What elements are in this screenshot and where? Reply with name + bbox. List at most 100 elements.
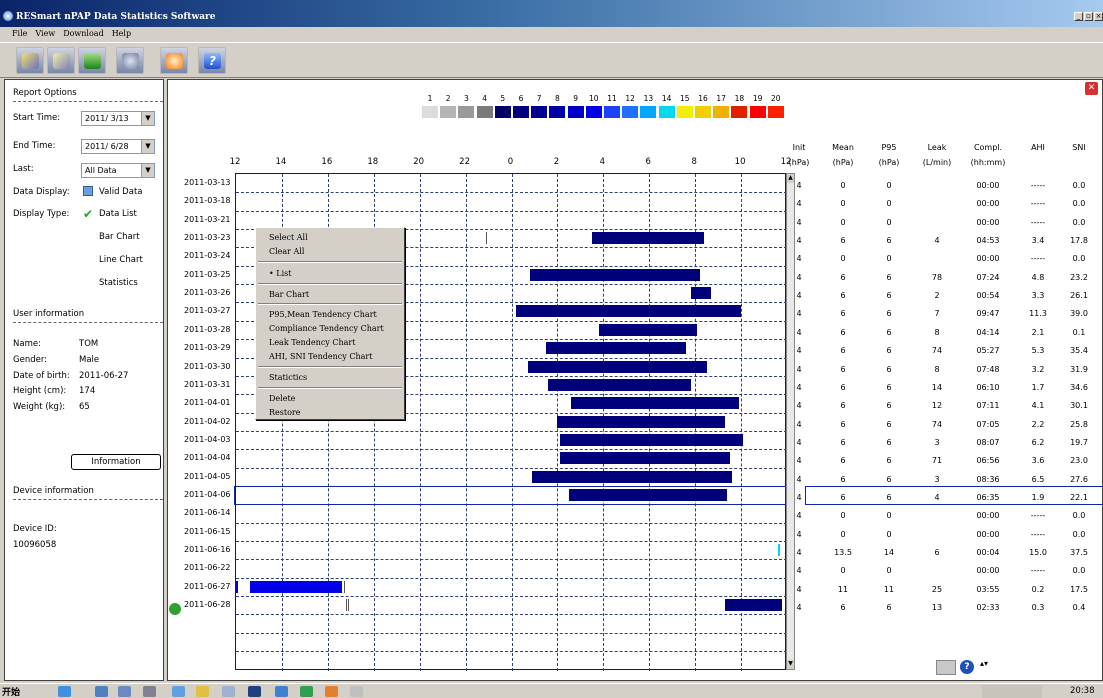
toolbar: ? [0, 42, 1103, 78]
close-window-button[interactable]: × [1094, 12, 1103, 21]
title-bar: RESmart nPAP Data Statistics Software _ … [0, 0, 1103, 27]
taskbar-app-icon[interactable] [58, 686, 71, 697]
menu-file[interactable]: File [12, 29, 28, 38]
table-cell-ahi: ----- [1030, 511, 1046, 521]
context-menu-item[interactable]: Leak Tendency Chart [269, 338, 356, 347]
time-tick-label: 0 [507, 157, 514, 167]
close-icon[interactable]: ✕ [1085, 82, 1098, 95]
valid-data-checkbox[interactable] [83, 186, 93, 196]
help-icon[interactable]: ? [960, 660, 974, 674]
export-button[interactable] [47, 47, 75, 74]
display-type-statistics[interactable]: Statistics [99, 278, 138, 288]
chevron-down-icon[interactable]: ▼ [141, 112, 154, 125]
taskbar-app-icon[interactable] [196, 686, 209, 697]
taskbar-app-icon[interactable] [172, 686, 185, 697]
settings-button[interactable] [116, 47, 144, 74]
spin-icon[interactable]: ▴▾ [980, 659, 989, 668]
taskbar-app-icon[interactable] [118, 686, 131, 697]
context-menu-item[interactable]: AHI, SNI Tendency Chart [269, 352, 373, 361]
grid-line [511, 174, 513, 671]
table-cell-p95: 6 [886, 603, 892, 613]
menu-separator [258, 366, 402, 368]
taskbar-app-icon[interactable] [300, 686, 313, 697]
import-button[interactable] [16, 47, 44, 74]
table-cell-compl: 06:56 [976, 456, 1000, 466]
legend-number: 2 [445, 94, 451, 103]
chart-scrollbar[interactable]: ▲ ▼ [786, 173, 795, 670]
time-tick-label: 18 [367, 157, 379, 167]
taskbar-app-icon[interactable] [95, 686, 108, 697]
table-cell-leak: 2 [934, 291, 940, 301]
table-cell-p95: 6 [886, 492, 892, 502]
menu-help[interactable]: Help [111, 29, 132, 38]
context-menu-item[interactable]: Delete [269, 394, 296, 403]
column-header-unit: (L/min) [922, 158, 952, 167]
table-cell-init: 4 [796, 492, 802, 502]
table-cell-p95: 6 [886, 474, 892, 484]
usage-bar [527, 360, 707, 373]
end-time-picker[interactable]: 2011/ 6/28 ▼ [81, 139, 155, 154]
taskbar-app-icon[interactable] [275, 686, 288, 697]
legend-swatch [731, 106, 748, 118]
legend-number: 13 [643, 94, 654, 103]
context-menu-item[interactable]: Clear All [269, 247, 305, 256]
context-menu-item[interactable]: Compliance Tendency Chart [269, 324, 384, 333]
table-cell-ahi: 0.3 [1031, 603, 1045, 613]
taskbar-app-icon[interactable] [350, 686, 363, 697]
usage-bar [557, 415, 725, 428]
table-cell-sni: 17.5 [1070, 584, 1088, 594]
table-cell-ahi: ----- [1030, 181, 1046, 190]
taskbar-app-icon[interactable] [325, 686, 338, 697]
table-cell-mean: 6 [840, 492, 846, 502]
context-menu-item[interactable]: Restore [269, 408, 301, 417]
gender-label: Gender: [13, 355, 48, 365]
time-tick-label: 20 [413, 157, 425, 167]
context-menu-item[interactable]: Select All [269, 233, 308, 242]
table-cell-init: 4 [796, 181, 802, 190]
start-time-picker[interactable]: 2011/ 3/13 ▼ [81, 111, 155, 126]
usage-chart[interactable] [235, 173, 787, 671]
legend-number: 15 [680, 94, 690, 103]
column-header-title: Init [792, 143, 806, 152]
table-cell-ahi: 2.2 [1031, 419, 1045, 429]
scroll-up-icon[interactable]: ▲ [787, 174, 794, 183]
context-menu-item[interactable]: Bar Chart [269, 290, 310, 299]
refresh-button[interactable] [160, 47, 188, 74]
display-type-line-chart[interactable]: Line Chart [99, 255, 143, 265]
print-icon[interactable] [936, 660, 956, 675]
row-date: 2011-03-25 [184, 269, 231, 279]
chevron-down-icon[interactable]: ▼ [141, 164, 154, 177]
grid-line [281, 174, 283, 671]
legend-swatch [604, 106, 620, 118]
download-button[interactable] [78, 47, 106, 74]
last-select[interactable]: All Data ▼ [81, 163, 155, 178]
menu-view[interactable]: View [35, 29, 56, 38]
legend-swatch [640, 106, 657, 118]
maximize-button[interactable]: ▫ [1084, 12, 1093, 21]
menu-download[interactable]: Download [63, 29, 104, 38]
display-type-data-list[interactable]: Data List [99, 209, 137, 219]
table-cell-leak: 78 [931, 272, 943, 282]
table-cell-p95: 0 [886, 566, 892, 576]
start-button[interactable]: 开始 [2, 685, 46, 698]
column-header-unit: (hh:mm) [970, 158, 1006, 167]
table-cell-init: 4 [796, 566, 802, 576]
information-button[interactable]: Information [71, 454, 161, 470]
context-menu-item[interactable]: P95,Mean Tendency Chart [269, 310, 377, 319]
help-button[interactable]: ? [198, 47, 226, 74]
minimize-button[interactable]: _ [1074, 12, 1083, 21]
table-cell-p95: 14 [883, 548, 895, 557]
taskbar-app-icon[interactable] [222, 686, 235, 697]
scroll-down-icon[interactable]: ▼ [787, 660, 794, 669]
taskbar-app-icon[interactable] [143, 686, 156, 697]
context-menu-item[interactable]: • List [269, 269, 292, 278]
table-cell-ahi: 6.2 [1031, 437, 1045, 447]
display-type-bar-chart[interactable]: Bar Chart [99, 232, 140, 242]
table-cell-compl: 07:11 [976, 401, 1000, 411]
context-menu-item[interactable]: Statictics [269, 373, 308, 382]
chevron-down-icon[interactable]: ▼ [141, 140, 154, 153]
export-icon [53, 53, 70, 69]
taskbar-app-icon[interactable] [248, 686, 261, 697]
device-information-header: Device information [13, 486, 163, 500]
data-display-label: Data Display: [13, 187, 70, 197]
